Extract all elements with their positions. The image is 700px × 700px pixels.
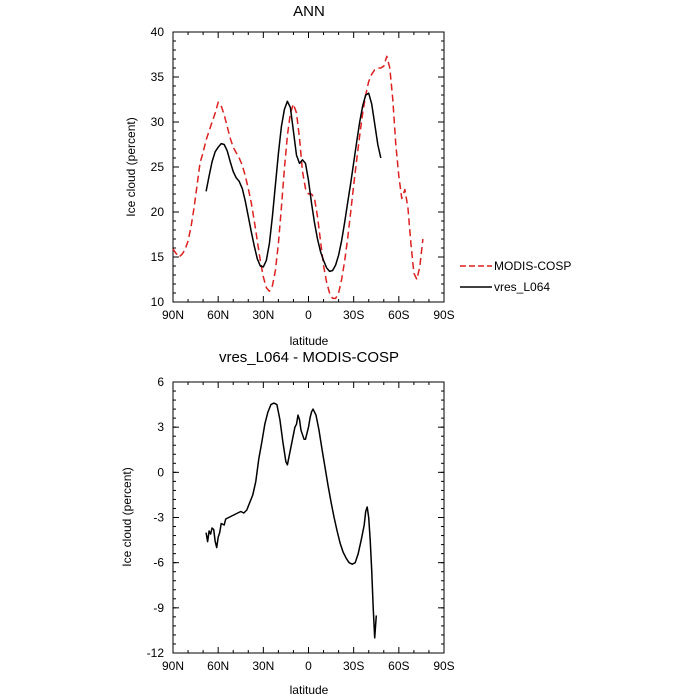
x-tick-label: 30N: [252, 308, 274, 322]
series-lines: [205, 402, 378, 639]
x-axis-label: latitude: [290, 683, 329, 697]
x-tick-label: 90N: [162, 308, 184, 322]
y-tick-label: -3: [153, 511, 164, 525]
y-tick-label: 30: [151, 115, 165, 129]
chart-title: ANN: [293, 3, 325, 20]
y-tick-label: 6: [157, 375, 164, 389]
x-tick-label: 60S: [388, 308, 409, 322]
y-tick-label: 40: [151, 25, 165, 39]
series-lines: [172, 55, 424, 300]
series-line-modis-cosp: [172, 55, 424, 300]
axis-ticks: 90N 60N 30N 0 30S 60S 90S -12 -9 -6 -3 0 3 6: [147, 375, 455, 673]
legend-label-vres-l064: vres_L064: [494, 280, 550, 294]
y-tick-label: -9: [153, 601, 164, 615]
x-tick-label: 60S: [388, 659, 409, 673]
y-tick-label: 15: [151, 250, 165, 264]
x-tick-label: 30S: [343, 659, 364, 673]
series-line-vres-l064: [205, 92, 382, 273]
x-axis-label: latitude: [290, 334, 329, 348]
top-panel: ANN 90N 60N 30N 0 30S 60S 90S 10 15 20 25 30 35 40 la…: [124, 3, 571, 348]
x-tick-label: 0: [305, 308, 312, 322]
bottom-panel: vres_L064 - MODIS-COSP 90N 60N 30N 0 30S 60S 9…: [120, 349, 455, 697]
legend: MODIS-COSP vres_L064: [460, 259, 571, 294]
x-tick-label: 30S: [343, 308, 364, 322]
chart-title: vres_L064 - MODIS-COSP: [219, 349, 399, 366]
series-line-difference-0: [205, 402, 378, 639]
y-tick-label: -12: [147, 646, 165, 660]
plot-frame: [172, 31, 445, 303]
y-tick-label: 3: [157, 420, 164, 434]
x-tick-label: 60N: [207, 659, 229, 673]
y-tick-label: 25: [151, 160, 165, 174]
axis-ticks: 90N 60N 30N 0 30S 60S 90S 10 15 20 25 30 35 40: [151, 25, 455, 322]
y-axis-label: Ice cloud (percent): [120, 467, 134, 566]
x-tick-label: 60N: [207, 308, 229, 322]
x-tick-label: 90S: [433, 308, 454, 322]
y-tick-label: -6: [153, 556, 164, 570]
legend-label-modis-cosp: MODIS-COSP: [494, 259, 571, 273]
x-tick-label: 90N: [162, 659, 184, 673]
y-tick-label: 0: [157, 465, 164, 479]
y-tick-label: 20: [151, 205, 165, 219]
y-tick-label: 35: [151, 70, 165, 84]
x-tick-label: 0: [305, 659, 312, 673]
x-tick-label: 90S: [433, 659, 454, 673]
y-axis-label: Ice cloud (percent): [124, 117, 138, 216]
y-tick-label: 10: [151, 295, 165, 309]
x-tick-label: 30N: [252, 659, 274, 673]
